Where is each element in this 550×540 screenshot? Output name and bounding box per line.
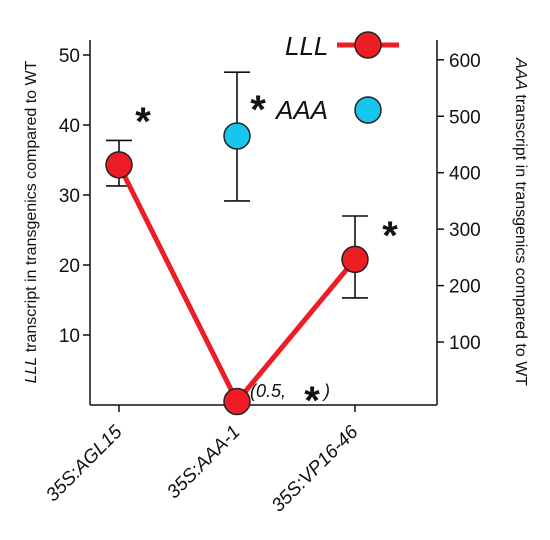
legend-label-lll: LLL <box>285 31 328 61</box>
right-tick-label-500: 500 <box>449 107 481 128</box>
significance-star-3: * <box>382 214 398 258</box>
left-axis-title-italic: LLL <box>23 357 40 384</box>
note-text: (0.5, <box>250 381 286 401</box>
aaa-point-0 <box>223 122 251 150</box>
left-tick-label-30: 30 <box>59 186 80 207</box>
left-tick-label-50: 50 <box>59 46 80 67</box>
right-axis-title-italic: AAA <box>512 57 529 90</box>
right-axis-title: AAA transcript in transgenics compared t… <box>512 57 529 386</box>
lll-point-1 <box>223 387 251 416</box>
right-tick-label-300: 300 <box>449 220 481 241</box>
right-tick-label-600: 600 <box>449 51 481 72</box>
right-tick-label-400: 400 <box>449 164 481 185</box>
lll-point-2 <box>341 245 369 274</box>
tick-group: 10 20 30 40 50 100 200 300 400 500 600 <box>59 46 481 412</box>
left-tick-label-20: 20 <box>59 256 80 277</box>
annotations: * * * (0.5, *) <box>135 88 398 423</box>
legend-label-aaa: AAA <box>274 95 328 125</box>
category-labels: 35S:AGL15 35S:AAA-1 35S:VP16-46 <box>42 421 363 516</box>
axis-titles: LLL transcript in transgenics compared t… <box>23 57 529 386</box>
axes <box>89 40 438 406</box>
category-label-1: 35S:AAA-1 <box>163 422 244 503</box>
left-axis-title-rest: transcript in transgenics compared to WT <box>23 60 40 356</box>
legend-marker-aaa <box>354 96 382 124</box>
significance-star-2: * <box>250 88 266 132</box>
left-tick-label-10: 10 <box>59 326 80 347</box>
lll-point-0 <box>105 151 133 179</box>
significance-star-1: * <box>135 100 151 144</box>
category-label-0: 35S:AGL15 <box>42 421 127 506</box>
significance-star-4: * <box>304 379 320 423</box>
note-close: ) <box>322 381 330 401</box>
left-tick-label-40: 40 <box>59 116 80 137</box>
legend: LLL AAA <box>274 31 399 125</box>
category-label-2: 35S:VP16-46 <box>268 421 363 516</box>
right-tick-label-200: 200 <box>449 277 481 298</box>
series-markers <box>105 122 369 416</box>
legend-marker-lll <box>354 31 382 59</box>
right-axis-title-rest: transcript in transgenics compared to WT <box>512 90 529 386</box>
left-axis-title: LLL transcript in transgenics compared t… <box>23 60 40 383</box>
right-tick-label-100: 100 <box>449 333 481 354</box>
